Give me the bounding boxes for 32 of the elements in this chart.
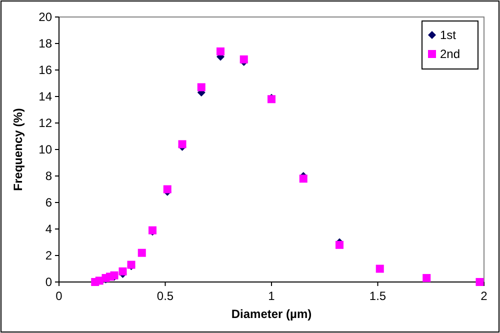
point xyxy=(178,140,186,148)
y-tick-label: 14 xyxy=(38,90,52,104)
x-tick-label: 1.5 xyxy=(369,289,386,303)
point xyxy=(118,267,127,276)
y-tick-label: 18 xyxy=(38,36,52,51)
y-tick-label: 12 xyxy=(38,116,52,130)
x-axis-title: Diameter (µm) xyxy=(231,307,312,321)
y-tick-label: 6 xyxy=(45,196,52,210)
point xyxy=(163,185,172,194)
point xyxy=(216,47,224,56)
y-tick-label: 10 xyxy=(38,142,52,157)
y-tick-label: 20 xyxy=(38,10,52,24)
point xyxy=(476,278,484,286)
x-tick-label: 1 xyxy=(268,289,276,303)
point xyxy=(197,83,206,92)
point xyxy=(336,240,344,249)
y-tick-label: 2 xyxy=(45,248,52,263)
y-axis-title: Frequency (%) xyxy=(11,108,25,191)
x-tick-label: 0 xyxy=(56,289,63,303)
x-tick-label: 0.5 xyxy=(156,289,174,303)
point xyxy=(299,174,308,183)
y-tick-label: 16 xyxy=(38,63,52,78)
legend-label: 1st xyxy=(440,28,457,42)
y-tick-label: 4 xyxy=(45,222,52,236)
legend-label: 2nd xyxy=(440,47,460,62)
x-tick-label: 2 xyxy=(480,289,488,303)
point xyxy=(240,55,248,64)
y-tick-label: 0 xyxy=(45,275,52,290)
point xyxy=(376,264,384,273)
point xyxy=(138,248,146,257)
point xyxy=(422,274,431,282)
y-tick-label: 8 xyxy=(45,169,52,184)
